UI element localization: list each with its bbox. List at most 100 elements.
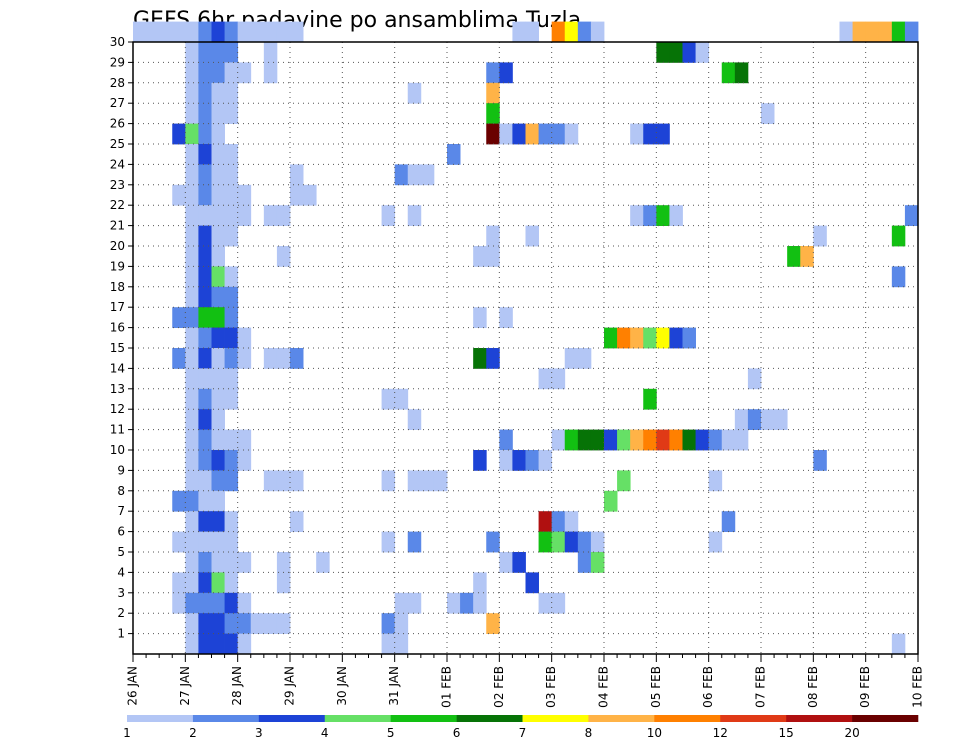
heatmap-cell <box>211 613 225 634</box>
heatmap-cell <box>316 552 330 573</box>
heatmap-cell <box>303 184 317 206</box>
y-tick-label: 14 <box>110 361 125 375</box>
y-tick-label: 3 <box>117 586 125 600</box>
heatmap-cell <box>172 123 186 145</box>
heatmap-cell <box>185 21 199 43</box>
heatmap-cell <box>813 450 827 471</box>
heatmap-cell <box>172 572 186 594</box>
heatmap-cell <box>512 123 526 145</box>
heatmap-cell <box>734 62 749 84</box>
heatmap-cell <box>577 552 592 573</box>
heatmap-cell <box>185 327 199 349</box>
heatmap-cell <box>630 123 644 145</box>
y-tick-label: 19 <box>110 259 125 273</box>
heatmap-cell <box>198 42 212 63</box>
heatmap-cell <box>211 307 225 328</box>
heatmap-cell <box>813 225 827 247</box>
heatmap-cell <box>721 511 736 532</box>
heatmap-cell <box>198 429 212 451</box>
heatmap-cell <box>224 348 239 369</box>
heatmap-cell <box>224 184 239 206</box>
heatmap-cell <box>473 592 487 614</box>
heatmap-cell <box>198 123 212 145</box>
heatmap-cell <box>198 552 212 573</box>
heatmap-cell <box>185 42 199 63</box>
heatmap-cell <box>538 368 553 390</box>
x-tick-label: 06 FEB <box>701 666 715 708</box>
heatmap-cell <box>185 511 199 532</box>
heatmap-cell <box>486 123 500 145</box>
heatmap-cell <box>211 450 225 471</box>
heatmap-cell <box>564 429 579 451</box>
heatmap-cell <box>290 470 304 492</box>
heatmap-cell <box>198 592 212 614</box>
legend-label: 12 <box>713 726 728 740</box>
heatmap-cell <box>237 205 252 226</box>
heatmap-cell <box>839 21 853 43</box>
heatmap-cell <box>211 144 225 165</box>
heatmap-cell <box>185 184 199 206</box>
heatmap-cell <box>891 633 906 655</box>
heatmap-cell <box>486 62 500 84</box>
heatmap-cell <box>617 470 631 492</box>
heatmap-cell <box>630 327 644 349</box>
heatmap-cell <box>172 592 186 614</box>
legend-swatch <box>258 715 326 722</box>
heatmap-cell <box>276 552 291 573</box>
heatmap-cell <box>224 470 239 492</box>
heatmap-cell <box>499 307 513 328</box>
heatmap-cell <box>381 633 396 655</box>
heatmap-cell <box>224 368 239 390</box>
heatmap-cell <box>407 531 422 553</box>
heatmap-cell <box>211 511 225 532</box>
heatmap-cell <box>656 42 670 63</box>
y-tick-label: 24 <box>110 157 125 171</box>
heatmap-cell <box>198 613 212 634</box>
y-tick-label: 2 <box>117 606 125 620</box>
heatmap-cell <box>237 429 252 451</box>
heatmap-cell <box>224 286 239 308</box>
heatmap-cell <box>276 572 291 594</box>
x-tick-label: 09 FEB <box>858 666 872 708</box>
heatmap-cell <box>643 123 657 145</box>
heatmap-cell <box>237 552 252 573</box>
heatmap-cell <box>407 592 422 614</box>
heatmap-cell <box>172 490 186 512</box>
heatmap-cell <box>185 388 199 410</box>
heatmap-cell <box>774 409 788 430</box>
heatmap-cell <box>499 123 513 145</box>
heatmap-cell <box>211 572 225 594</box>
y-tick-label: 13 <box>110 382 125 396</box>
y-tick-label: 23 <box>110 178 125 192</box>
heatmap-cell <box>185 246 199 267</box>
heatmap-cell <box>185 592 199 614</box>
heatmap-cell <box>185 144 199 165</box>
heatmap-cell <box>185 470 199 492</box>
heatmap-cell <box>407 205 422 226</box>
heatmap-cell <box>407 470 422 492</box>
heatmap-cell <box>564 348 579 369</box>
heatmap-cell <box>172 348 186 369</box>
heatmap-cell <box>211 633 225 655</box>
heatmap-cell <box>185 62 199 84</box>
color-legend: 1 2 3 4 5 6 7 8 10 12 15 20 <box>123 715 919 740</box>
heatmap-cell <box>604 490 618 512</box>
heatmap-cell <box>656 205 670 226</box>
heatmap-cell <box>198 144 212 165</box>
heatmap-cell <box>185 490 199 512</box>
heatmap-cell <box>394 592 409 614</box>
heatmap-cell <box>211 531 225 553</box>
heatmap-cell <box>198 368 212 390</box>
heatmap-cell <box>185 348 199 369</box>
y-tick-label: 29 <box>110 55 125 69</box>
heatmap-cell <box>224 450 239 471</box>
legend-label: 10 <box>647 726 662 740</box>
y-axis-ticks: 1234567891011121314151617181920212223242… <box>110 35 133 641</box>
heatmap-cell <box>865 21 880 43</box>
heatmap-cell <box>590 531 605 553</box>
x-tick-label: 03 FEB <box>544 666 558 708</box>
heatmap-cell <box>276 613 291 634</box>
heatmap-cell <box>237 450 252 471</box>
heatmap-cell <box>263 62 278 84</box>
heatmap-cell <box>747 409 762 430</box>
